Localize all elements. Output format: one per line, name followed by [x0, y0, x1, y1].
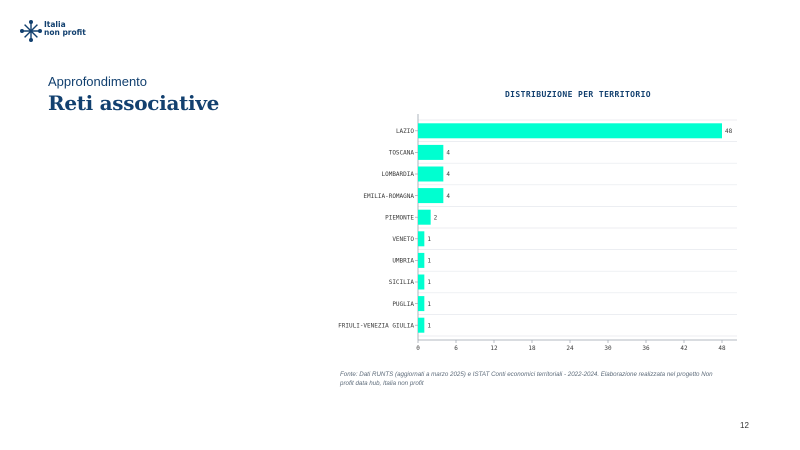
y-tick-label: PUGLIA — [392, 301, 414, 308]
data-label: 48 — [725, 128, 733, 135]
y-tick-label: SICILIA — [389, 279, 415, 286]
bar — [418, 274, 425, 290]
logo-line2: non profit — [44, 28, 86, 37]
logo-line1: Italia — [44, 20, 66, 29]
bar — [418, 231, 425, 247]
data-label: 2 — [434, 214, 438, 221]
x-tick-label: 0 — [416, 345, 420, 352]
data-label: 4 — [446, 193, 450, 200]
x-tick-label: 12 — [490, 345, 498, 352]
x-tick-label: 36 — [642, 345, 650, 352]
data-label: 4 — [446, 171, 450, 178]
data-label: 1 — [427, 258, 431, 265]
data-label: 1 — [427, 279, 431, 286]
x-tick-label: 42 — [680, 345, 688, 352]
page-title: Reti associative — [48, 91, 220, 115]
y-tick-label: LAZIO — [396, 128, 414, 135]
x-tick-label: 24 — [566, 345, 574, 352]
source-note: Fonte: Dati RUNTS (aggiornati a marzo 20… — [340, 371, 713, 387]
bar — [418, 123, 722, 139]
x-tick-label: 6 — [454, 345, 458, 352]
data-label: 1 — [427, 322, 431, 329]
y-tick-label: FRIULI-VENEZIA GIULIA — [338, 322, 414, 329]
bar — [418, 296, 425, 312]
bar — [418, 317, 425, 333]
data-label: 1 — [427, 301, 431, 308]
x-tick-label: 48 — [718, 345, 726, 352]
bar — [418, 188, 444, 204]
page-number: 12 — [740, 421, 749, 430]
y-tick-label: LOMBARDIA — [381, 171, 414, 178]
bar — [418, 166, 444, 182]
y-tick-label: EMILIA-ROMAGNA — [363, 193, 414, 200]
y-tick-label: VENETO — [392, 236, 414, 243]
data-label: 4 — [446, 150, 450, 157]
section-eyebrow: Approfondimento — [48, 74, 148, 89]
x-tick-label: 18 — [528, 345, 536, 352]
bar — [418, 252, 425, 268]
chart-title: DISTRIBUZIONE PER TERRITORIO — [504, 90, 652, 99]
data-label: 1 — [427, 236, 431, 243]
bar — [418, 144, 444, 160]
y-tick-label: TOSCANA — [389, 150, 415, 157]
asterisk-star-icon — [20, 19, 42, 42]
x-tick-label: 30 — [604, 345, 612, 352]
y-tick-label: PIEMONTE — [385, 214, 414, 221]
y-tick-label: UMBRIA — [392, 258, 414, 265]
bar — [418, 209, 431, 225]
